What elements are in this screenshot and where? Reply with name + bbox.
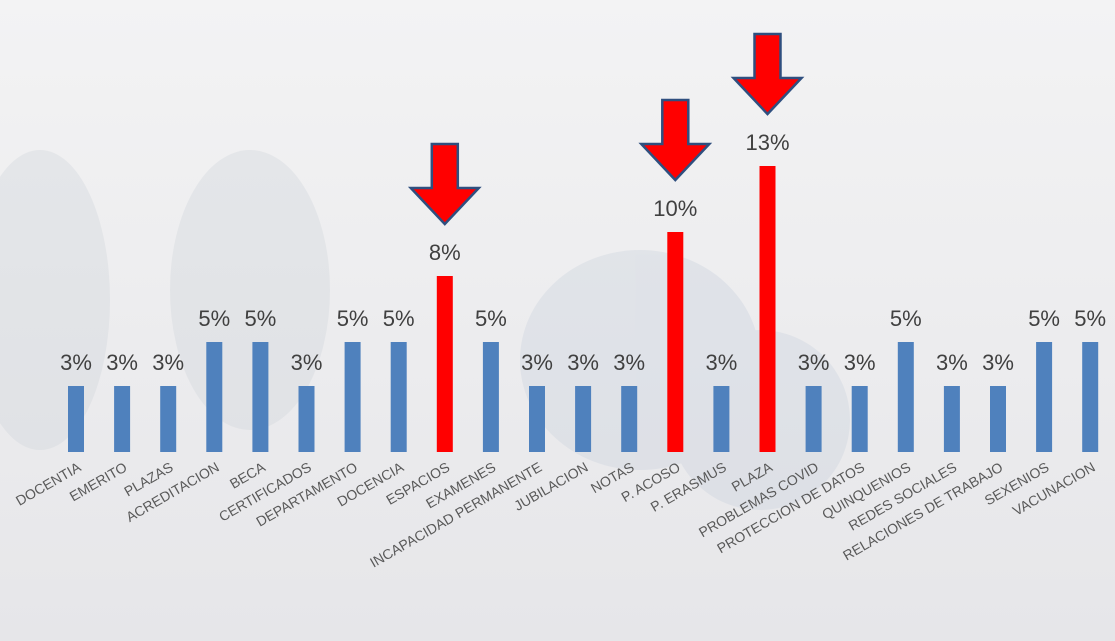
highlight-arrow <box>638 98 713 182</box>
bar <box>390 342 407 452</box>
value-label: 10% <box>653 196 697 221</box>
bar <box>160 386 177 452</box>
bar <box>344 342 361 452</box>
bar <box>436 276 453 452</box>
value-label: 5% <box>245 306 277 331</box>
bar <box>805 386 822 452</box>
bar <box>713 386 730 452</box>
bar <box>1082 342 1099 452</box>
value-label: 8% <box>429 240 461 265</box>
value-label: 3% <box>60 350 92 375</box>
highlight-arrow <box>730 32 805 116</box>
bar <box>990 386 1006 452</box>
bar <box>114 386 131 452</box>
value-label: 3% <box>567 350 599 375</box>
value-label: 5% <box>890 306 922 331</box>
value-label: 3% <box>106 350 138 375</box>
bar <box>943 386 960 452</box>
bar <box>529 386 545 452</box>
bar <box>759 166 776 452</box>
value-label: 3% <box>936 350 968 375</box>
bar <box>1036 342 1053 452</box>
highlight-arrow <box>407 142 482 226</box>
value-label: 5% <box>337 306 369 331</box>
value-label: 5% <box>198 306 230 331</box>
bar <box>575 386 592 452</box>
bar <box>252 342 269 452</box>
bar <box>68 386 84 452</box>
value-label: 3% <box>706 350 738 375</box>
bar <box>621 386 638 452</box>
bar <box>298 386 315 452</box>
value-label: 5% <box>1074 306 1106 331</box>
bar <box>206 342 223 452</box>
value-label: 5% <box>383 306 415 331</box>
value-label: 5% <box>475 306 507 331</box>
bar <box>851 386 868 452</box>
value-label: 13% <box>745 130 789 155</box>
value-label: 3% <box>291 350 323 375</box>
value-label: 3% <box>521 350 553 375</box>
value-label: 5% <box>1028 306 1060 331</box>
value-label: 3% <box>613 350 645 375</box>
bar <box>482 342 499 452</box>
value-label: 3% <box>982 350 1014 375</box>
value-label: 3% <box>798 350 830 375</box>
bar <box>897 342 914 452</box>
value-label: 3% <box>844 350 876 375</box>
bar <box>667 232 684 452</box>
value-label: 3% <box>152 350 184 375</box>
